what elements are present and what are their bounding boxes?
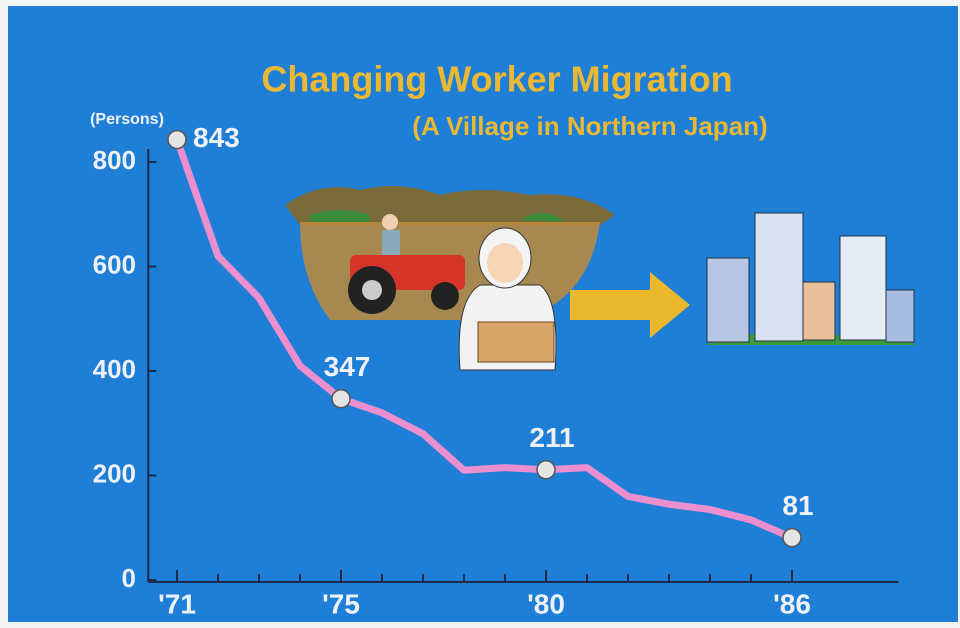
y-tick-label: 0 — [122, 563, 136, 593]
building — [839, 235, 887, 341]
tractor-wheel — [431, 282, 459, 310]
series-line — [173, 136, 796, 542]
box — [477, 321, 555, 363]
point-marker — [167, 129, 187, 150]
farm-illustration — [285, 186, 615, 371]
tractor-hub — [362, 280, 382, 300]
chart-title: Changing Worker Migration — [261, 59, 732, 100]
data-label: 81 — [782, 490, 813, 521]
building — [754, 212, 804, 342]
x-tick-label: '75 — [322, 588, 360, 619]
arrow — [570, 272, 690, 338]
y-tick-label: 200 — [93, 458, 136, 488]
driver-body — [382, 230, 400, 255]
data-label: 843 — [193, 122, 240, 153]
y-tick-label: 600 — [93, 249, 136, 279]
city-illustration — [705, 212, 918, 345]
point-marker — [782, 527, 802, 548]
x-tick-label: '71 — [158, 588, 196, 619]
chart-subtitle: (A Village in Northern Japan) — [412, 111, 767, 141]
data-label: 347 — [324, 351, 371, 382]
point-marker — [536, 460, 556, 480]
y-axis-label: (Persons) — [90, 111, 164, 128]
driver-head — [382, 214, 398, 230]
farmer-face — [487, 243, 523, 283]
point-marker — [331, 388, 351, 409]
y-tick-label: 400 — [93, 354, 136, 384]
building — [885, 289, 915, 343]
x-tick-label: '80 — [527, 588, 565, 619]
x-tick-label: '86 — [773, 588, 811, 619]
data-label: 211 — [529, 422, 574, 453]
y-tick-label: 800 — [93, 145, 136, 175]
building — [706, 257, 750, 343]
building — [802, 281, 836, 341]
bush — [310, 210, 370, 222]
bush — [520, 212, 565, 222]
